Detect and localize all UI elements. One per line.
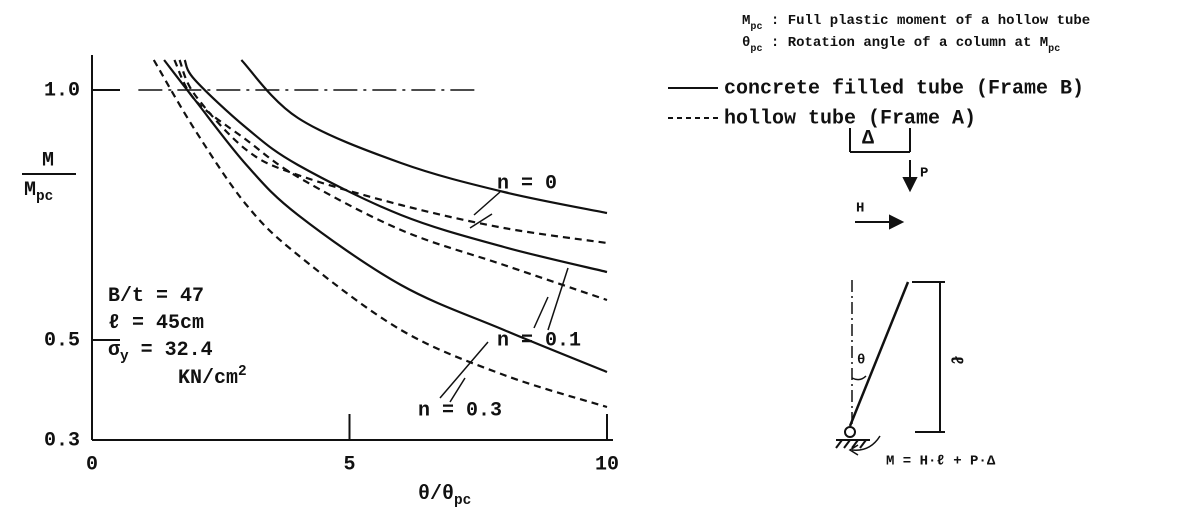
x-axis-label-part: θ/θ (418, 483, 454, 506)
x-axis-label: θ/θpc (418, 483, 471, 509)
note-part: pc (1048, 44, 1060, 55)
column-diagram (835, 128, 945, 456)
length-label: ℓ (946, 355, 965, 365)
moment-label: M = H·ℓ + P·Δ (886, 454, 996, 470)
note-part: M (742, 13, 750, 29)
series-line (163, 59, 608, 374)
y-axis-label: M (42, 149, 54, 172)
parameter-part: y (120, 349, 129, 365)
y-axis-label-part: M (24, 179, 36, 202)
parameter-part: ℓ = 45cm (108, 312, 204, 335)
x-tick-label: 5 (343, 453, 355, 476)
note-part: : Full plastic moment of a hollow tube (763, 13, 1091, 29)
x-axis-label-part: pc (454, 493, 471, 509)
parameter-part: 2 (238, 364, 247, 380)
y-axis-label: Mpc (24, 179, 53, 205)
parameter: B/t = 47 (108, 285, 204, 308)
note-part: pc (750, 22, 762, 33)
note: Mpc : Full plastic moment of a hollow tu… (742, 13, 1090, 33)
note-part: : Rotation angle of a column at M (763, 35, 1049, 51)
parameter: σy = 32.4 (108, 339, 213, 365)
series-line (178, 59, 608, 245)
delta-label: Δ (862, 127, 874, 150)
y-tick-label: 0.3 (44, 429, 80, 452)
note-part: θ (742, 35, 750, 51)
x-tick-label: 0 (86, 453, 98, 476)
note-part: pc (750, 44, 762, 55)
parameter: ℓ = 45cm (108, 312, 204, 335)
annotation-arrows (439, 191, 569, 403)
x-tick-label: 10 (595, 453, 619, 476)
y-tick-label: 0.5 (44, 329, 80, 352)
y-axis-label-part: pc (36, 189, 53, 205)
angle-label: θ (857, 353, 865, 369)
load-p-label: P (920, 166, 928, 182)
parameter-part: KN/cm (178, 367, 238, 390)
parameter-part: σ (108, 339, 120, 362)
y-tick-label: 1.0 (44, 79, 80, 102)
load-h-label: H (856, 201, 864, 217)
legend-label: concrete filled tube (Frame B) (724, 77, 1084, 100)
note: θpc : Rotation angle of a column at Mpc (742, 35, 1060, 55)
legend-label: hollow tube (Frame A) (724, 107, 976, 130)
parameter-part: B/t = 47 (108, 285, 204, 308)
parameter: KN/cm2 (178, 364, 247, 390)
curve-label: n = 0 (497, 172, 557, 195)
parameter-part: = 32.4 (129, 339, 213, 362)
curve-label: n = 0.3 (418, 399, 502, 422)
series-line (240, 59, 608, 215)
series-line (152, 59, 608, 409)
series-line (183, 59, 608, 274)
